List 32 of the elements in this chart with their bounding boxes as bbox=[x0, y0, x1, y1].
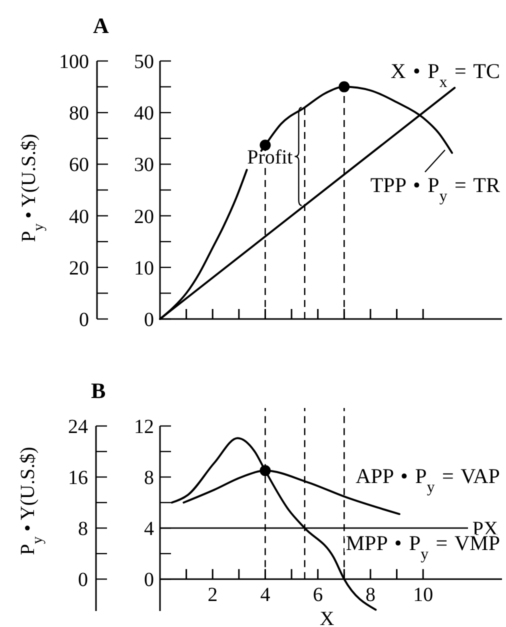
y-tick-label: 8 bbox=[144, 467, 154, 490]
y2-tick-label: 0 bbox=[79, 309, 89, 331]
x-tick-label: 8 bbox=[365, 584, 376, 606]
chart-title: B bbox=[91, 378, 106, 403]
x-tick-label: 2 bbox=[208, 584, 218, 606]
y-tick-label: 0 bbox=[144, 569, 154, 592]
x-axis-title: X bbox=[320, 608, 335, 627]
x-tick-label: 4 bbox=[260, 584, 270, 606]
y-tick-label: 30 bbox=[134, 154, 154, 176]
y-tick-label: 12 bbox=[134, 416, 154, 438]
series-label: APP • P$_{y}$ = VAP bbox=[356, 464, 500, 496]
y2-tick-label: 0 bbox=[78, 569, 88, 592]
y2-tick-label: 60 bbox=[69, 154, 89, 176]
y2-tick-label: 80 bbox=[69, 102, 89, 125]
series-label: X • P$_{x}$ = TC bbox=[390, 59, 500, 90]
y2-tick-label: 24 bbox=[68, 416, 88, 438]
y2-tick-label: 20 bbox=[69, 257, 89, 280]
y2-tick-label: 40 bbox=[69, 206, 89, 228]
x-tick-label: 10 bbox=[413, 584, 434, 606]
y-tick-label: 20 bbox=[134, 206, 154, 228]
y-tick-label: 40 bbox=[134, 102, 154, 125]
annotation: Profit bbox=[247, 146, 294, 168]
x-tick-label: 6 bbox=[312, 584, 323, 606]
y-tick-label: 10 bbox=[134, 257, 154, 280]
y2-tick-label: 8 bbox=[78, 518, 88, 540]
y-tick-label: 0 bbox=[144, 309, 154, 331]
y-tick-label: 50 bbox=[134, 51, 154, 73]
legend-label: TPP • P$_{y}$ = TR bbox=[370, 173, 500, 204]
y2-tick-label: 16 bbox=[68, 467, 88, 490]
y2-tick-label: 100 bbox=[59, 51, 89, 73]
chart-title: A bbox=[93, 13, 109, 38]
y-tick-label: 4 bbox=[144, 518, 154, 540]
